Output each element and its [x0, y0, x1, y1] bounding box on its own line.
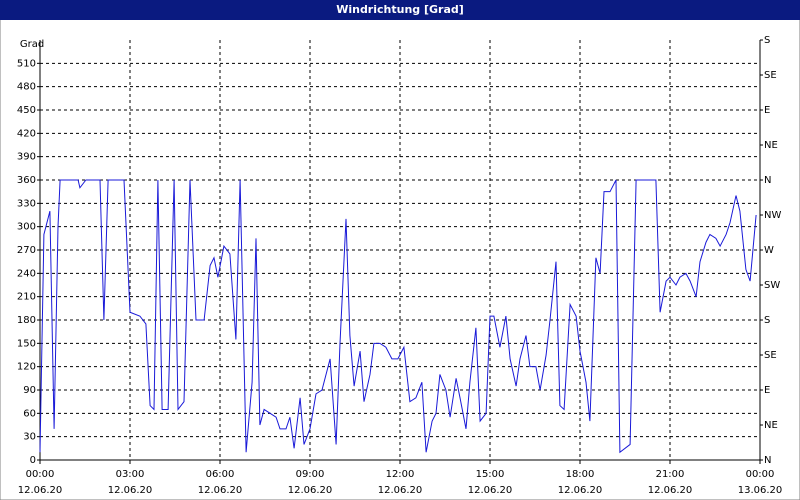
y-tick-label: 60	[23, 408, 36, 419]
y-tick-label: 150	[17, 338, 36, 349]
y2-tick-label: N	[764, 455, 771, 466]
x-tick-label: 00:00	[26, 469, 55, 480]
y2-tick-label: S	[764, 35, 770, 46]
y-tick-label: 420	[17, 128, 36, 139]
y-tick-label: 30	[23, 432, 36, 443]
x-tick-label: 12:00	[386, 469, 415, 480]
title-bar	[0, 0, 800, 20]
y2-tick-label: E	[764, 105, 770, 116]
x-tick-date: 12.06.20	[198, 485, 243, 496]
y-tick-label: 480	[17, 82, 36, 93]
y2-tick-label: NW	[764, 210, 781, 221]
y2-tick-label: S	[764, 315, 770, 326]
x-tick-date: 12.06.20	[108, 485, 153, 496]
x-tick-date: 12.06.20	[468, 485, 513, 496]
x-tick-label: 18:00	[566, 469, 595, 480]
y2-tick-label: N	[764, 175, 771, 186]
chart-title: Windrichtung [Grad]	[336, 3, 464, 16]
y-tick-label: 120	[17, 362, 36, 373]
y2-tick-label: SE	[764, 70, 777, 81]
x-tick-date: 12.06.20	[288, 485, 333, 496]
y-tick-label: 450	[17, 105, 36, 116]
x-tick-label: 21:00	[656, 469, 685, 480]
y2-tick-label: E	[764, 385, 770, 396]
y2-tick-label: SE	[764, 350, 777, 361]
y-tick-label: 240	[17, 268, 36, 279]
y-tick-label: 270	[17, 245, 36, 256]
y-tick-label: 180	[17, 315, 36, 326]
y-tick-label: 0	[30, 455, 36, 466]
y-tick-label: 330	[17, 198, 36, 209]
x-tick-label: 00:00	[746, 469, 775, 480]
x-tick-date: 12.06.20	[378, 485, 423, 496]
y-tick-label: 390	[17, 152, 36, 163]
x-tick-label: 03:00	[116, 469, 145, 480]
x-tick-date: 12.06.20	[648, 485, 693, 496]
y-tick-label: 90	[23, 385, 36, 396]
y-tick-label: 510	[17, 58, 36, 69]
x-tick-label: 15:00	[476, 469, 505, 480]
x-tick-date: 12.06.20	[558, 485, 603, 496]
x-tick-date: 13.06.20	[738, 485, 783, 496]
y2-tick-label: NE	[764, 420, 778, 431]
y-tick-label: 210	[17, 292, 36, 303]
y2-tick-label: W	[764, 245, 774, 256]
y2-tick-label: SW	[764, 280, 780, 291]
x-tick-label: 06:00	[206, 469, 235, 480]
y-tick-label: 360	[17, 175, 36, 186]
y-tick-label: 300	[17, 222, 36, 233]
x-tick-label: 09:00	[296, 469, 325, 480]
y-axis-label: Grad	[20, 39, 44, 50]
y2-tick-label: NE	[764, 140, 778, 151]
data-line	[39, 179, 757, 454]
x-tick-date: 12.06.20	[18, 485, 63, 496]
